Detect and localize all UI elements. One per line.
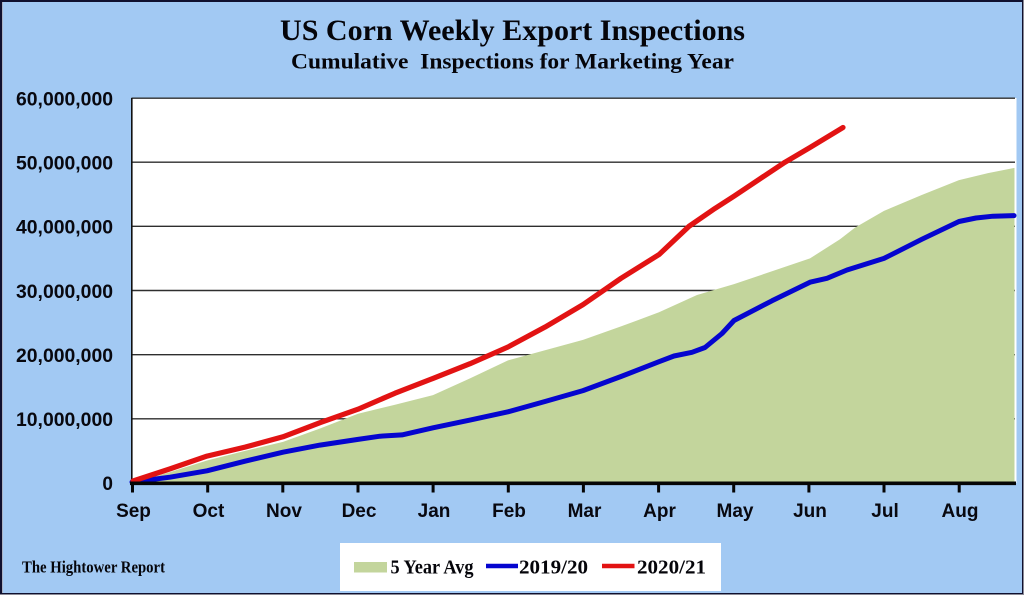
svg-text:Mar: Mar xyxy=(568,501,602,522)
svg-text:2020/21: 2020/21 xyxy=(637,557,706,579)
svg-text:0: 0 xyxy=(102,474,113,495)
svg-text:Cumulative Inspections for Ma: Cumulative Inspections for Marketing Yea… xyxy=(291,49,734,74)
svg-text:40,000,000: 40,000,000 xyxy=(16,218,113,239)
svg-text:50,000,000: 50,000,000 xyxy=(16,154,113,175)
svg-text:60,000,000: 60,000,000 xyxy=(16,89,113,110)
svg-text:5 Year Avg: 5 Year Avg xyxy=(391,557,474,579)
svg-text:Dec: Dec xyxy=(342,501,377,522)
svg-text:Apr: Apr xyxy=(643,501,676,522)
svg-text:Sep: Sep xyxy=(116,501,151,522)
svg-text:The Hightower Report: The Hightower Report xyxy=(22,558,165,577)
svg-text:Jan: Jan xyxy=(418,501,451,522)
svg-text:20,000,000: 20,000,000 xyxy=(16,346,113,367)
svg-text:Feb: Feb xyxy=(492,501,526,522)
svg-text:30,000,000: 30,000,000 xyxy=(16,282,113,303)
svg-text:Aug: Aug xyxy=(942,501,979,522)
svg-text:10,000,000: 10,000,000 xyxy=(16,410,113,431)
svg-text:2019/20: 2019/20 xyxy=(519,557,588,579)
svg-text:Oct: Oct xyxy=(193,501,225,522)
svg-text:Nov: Nov xyxy=(266,501,302,522)
svg-text:Jun: Jun xyxy=(793,501,827,522)
svg-text:May: May xyxy=(717,501,754,522)
svg-text:US Corn Weekly Export Inspecti: US Corn Weekly Export Inspections xyxy=(280,14,745,47)
svg-text:Jul: Jul xyxy=(871,501,898,522)
